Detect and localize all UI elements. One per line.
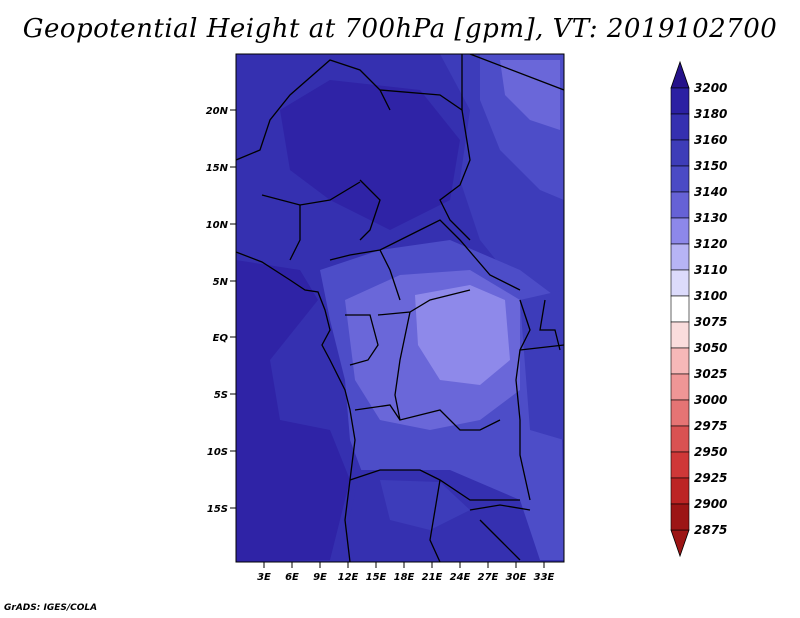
- field-ne-lighter: [500, 60, 560, 130]
- lon-label: 21E: [422, 572, 443, 583]
- colorbar-label: 2950: [694, 445, 727, 459]
- lat-axis: 20N 15N 10N 5N EQ 5S 10S 15S: [206, 106, 236, 515]
- colorbar-label: 3160: [694, 133, 727, 147]
- lat-label: EQ: [213, 333, 229, 344]
- colorbar-label: 3075: [694, 315, 727, 329]
- colorbar-label: 2875: [694, 523, 727, 537]
- field-south-3150: [380, 480, 470, 530]
- lat-label: 15N: [206, 163, 229, 174]
- lon-label: 24E: [450, 572, 471, 583]
- colorbar-label: 3050: [694, 341, 727, 355]
- lon-label: 18E: [394, 572, 415, 583]
- colorbar-swatch: [670, 451, 690, 479]
- colorbar-swatch: [670, 373, 690, 401]
- colorbar-bottom-arrow: [670, 529, 690, 558]
- lon-label: 15E: [366, 572, 387, 583]
- colorbar-label: 3100: [694, 289, 727, 303]
- colorbar-label: 3180: [694, 107, 727, 121]
- map-frame: [235, 53, 565, 563]
- colorbar-swatch: [670, 87, 690, 115]
- colorbar-swatch: [670, 139, 690, 167]
- colorbar-label: 3120: [694, 237, 727, 251]
- field-central-3120: [415, 285, 510, 385]
- colorbar-label: 3110: [694, 263, 727, 277]
- field-west-dark: [236, 260, 350, 562]
- field-north-dark: [280, 80, 460, 230]
- lon-label: 30E: [506, 572, 527, 583]
- colorbar-label: 3140: [694, 185, 727, 199]
- colorbar-swatch: [670, 321, 690, 349]
- colorbar-swatch: [670, 425, 690, 453]
- colorbar-label: 3000: [694, 393, 727, 407]
- lat-label: 20N: [206, 106, 229, 117]
- lon-label: 9E: [313, 572, 327, 583]
- colorbar-swatch: [670, 217, 690, 245]
- colorbar-label: 3130: [694, 211, 727, 225]
- lon-label: 33E: [534, 572, 555, 583]
- credit-label: GrADS: IGES/COLA: [4, 603, 98, 613]
- borders: [236, 54, 564, 562]
- chart-title: Geopotential Height at 700hPa [gpm], VT:…: [22, 14, 778, 44]
- lon-axis: 3E 6E 9E 12E 15E 18E 21E 24E 27E 30E 33E: [257, 562, 555, 583]
- field-east-3150: [520, 290, 564, 440]
- colorbar-swatch: [670, 243, 690, 271]
- colorbar-label: 2900: [694, 497, 727, 511]
- lat-label: 10N: [206, 220, 229, 231]
- colorbar-swatch: [670, 399, 690, 427]
- lat-label: 5S: [214, 390, 228, 401]
- lon-label: 12E: [338, 572, 359, 583]
- colorbar-label: 3150: [694, 159, 727, 173]
- colorbar-swatch: [670, 191, 690, 219]
- colorbar-label: 3025: [694, 367, 727, 381]
- lat-label: 15S: [207, 504, 228, 515]
- lon-label: 3E: [257, 572, 271, 583]
- height-field: [236, 54, 564, 562]
- lon-label: 6E: [285, 572, 299, 583]
- colorbar-swatch: [670, 295, 690, 323]
- colorbar-label: 2925: [694, 471, 727, 485]
- colorbar-swatch: [670, 477, 690, 505]
- colorbar-label: 2975: [694, 419, 727, 433]
- lon-label: 27E: [478, 572, 499, 583]
- colorbar-label: 3200: [694, 81, 727, 95]
- colorbar-swatch: [670, 503, 690, 531]
- colorbar: 3200 3180 3160 3150 3140 3130 3120 3110 3100 3075…: [670, 60, 727, 558]
- colorbar-top-arrow: [670, 60, 690, 89]
- lat-label: 10S: [207, 447, 228, 458]
- lat-label: 5N: [213, 277, 229, 288]
- colorbar-swatch: [670, 165, 690, 193]
- colorbar-swatch: [670, 347, 690, 375]
- colorbar-swatch: [670, 113, 690, 141]
- colorbar-swatch: [670, 269, 690, 297]
